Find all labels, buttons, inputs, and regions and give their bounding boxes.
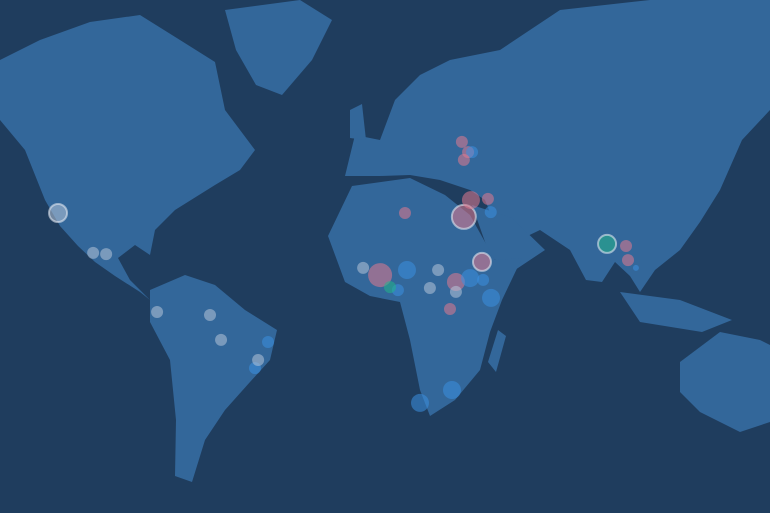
land-layer	[0, 0, 770, 482]
map-marker[interactable]	[215, 333, 228, 346]
britain	[350, 104, 366, 140]
map-marker[interactable]	[423, 282, 436, 294]
map-marker[interactable]	[442, 381, 461, 399]
map-marker[interactable]	[432, 264, 445, 276]
map-marker[interactable]	[484, 206, 497, 219]
australia	[680, 332, 770, 432]
map-marker[interactable]	[87, 246, 100, 259]
south-america	[150, 275, 277, 482]
map-marker[interactable]	[262, 336, 275, 348]
map-marker[interactable]	[252, 354, 265, 366]
map-marker[interactable]	[204, 309, 217, 321]
map-marker[interactable]	[368, 263, 393, 288]
map-marker[interactable]	[457, 153, 470, 166]
map-marker[interactable]	[446, 273, 465, 291]
map-marker[interactable]	[410, 393, 429, 412]
map-marker[interactable]	[398, 207, 411, 219]
greenland	[225, 0, 332, 95]
map-marker[interactable]	[461, 191, 480, 210]
map-marker[interactable]	[383, 281, 396, 294]
map-marker[interactable]	[466, 146, 479, 159]
indonesia	[620, 292, 732, 332]
map-marker[interactable]	[397, 261, 416, 279]
africa	[328, 178, 522, 416]
map-marker[interactable]	[357, 261, 370, 274]
map-marker[interactable]	[620, 240, 633, 252]
map-marker[interactable]	[482, 288, 501, 307]
madagascar	[488, 330, 506, 372]
map-marker[interactable]	[443, 303, 456, 315]
map-marker[interactable]	[477, 273, 490, 286]
map-marker[interactable]	[632, 264, 639, 271]
map-marker[interactable]	[151, 306, 164, 318]
map-marker[interactable]	[449, 285, 462, 298]
map-marker[interactable]	[455, 135, 468, 148]
map-marker[interactable]	[100, 248, 113, 261]
map-marker[interactable]	[597, 233, 618, 254]
map-marker[interactable]	[622, 254, 635, 267]
map-marker[interactable]	[471, 251, 492, 272]
north-america	[0, 15, 255, 300]
map-marker[interactable]	[48, 203, 69, 223]
marker-layer	[48, 135, 639, 412]
eurasia	[345, 0, 770, 292]
map-marker[interactable]	[481, 192, 494, 205]
map-marker[interactable]	[461, 269, 480, 288]
